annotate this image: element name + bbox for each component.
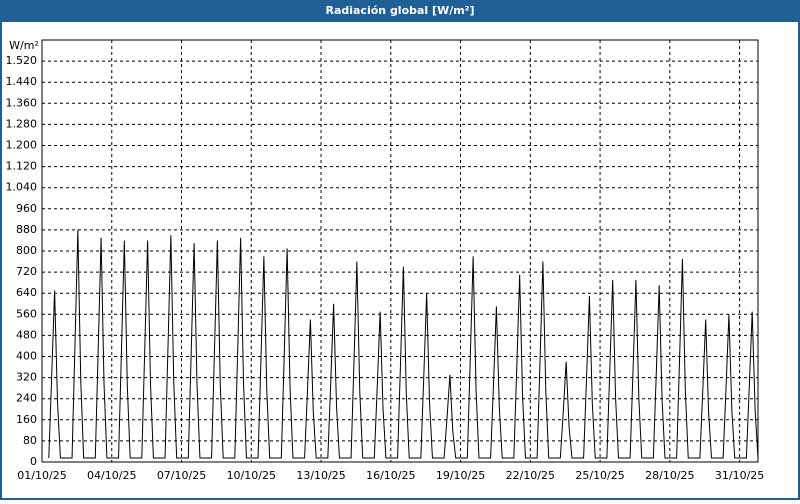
y-tick-label: 1.120: [6, 160, 38, 173]
x-tick-label: 22/10/25: [506, 469, 555, 482]
y-unit: W/m²: [9, 39, 39, 52]
y-tick-label: 960: [16, 202, 37, 215]
y-tick-label: 1.040: [6, 181, 38, 194]
x-tick-label: 04/10/25: [87, 469, 136, 482]
y-tick-label: 80: [23, 434, 37, 447]
panel: [2, 22, 798, 498]
y-tick-label: 0: [30, 455, 37, 468]
y-tick-label: 720: [16, 265, 37, 278]
chart-title: Radiación global [W/m²]: [325, 4, 474, 17]
x-tick-label: 19/10/25: [436, 469, 485, 482]
y-tick-label: 1.200: [6, 139, 38, 152]
x-tick-label: 01/10/25: [17, 469, 66, 482]
x-tick-label: 10/10/25: [227, 469, 276, 482]
y-tick-label: 640: [16, 286, 37, 299]
y-tick-label: 1.440: [6, 75, 38, 88]
y-tick-label: 240: [16, 392, 37, 405]
y-tick-label: 400: [16, 350, 37, 363]
y-tick-label: 160: [16, 413, 37, 426]
y-tick-label: 800: [16, 244, 37, 257]
y-tick-label: 320: [16, 371, 37, 384]
y-tick-label: 1.520: [6, 54, 38, 67]
data-line: [48, 229, 759, 459]
y-tick-label: 880: [16, 223, 37, 236]
x-tick-label: 28/10/25: [645, 469, 694, 482]
y-tick-label: 560: [16, 307, 37, 320]
x-tick-label: 13/10/25: [296, 469, 345, 482]
x-tick-label: 16/10/25: [366, 469, 415, 482]
y-tick-label: 480: [16, 328, 37, 341]
x-tick-label: 25/10/25: [575, 469, 624, 482]
x-tick-label: 07/10/25: [157, 469, 206, 482]
y-tick-label: 1.360: [6, 96, 38, 109]
x-tick-label: 31/10/25: [715, 469, 764, 482]
y-tick-label: 1.280: [6, 117, 38, 130]
